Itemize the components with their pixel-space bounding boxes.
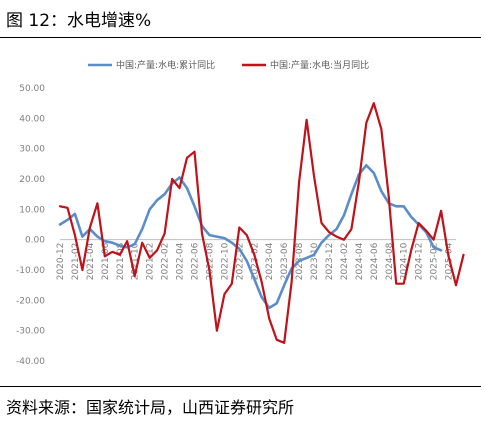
x-tick-label: 2024-08 [385,242,395,280]
x-tick-label: 2024-06 [370,242,380,280]
x-tick-label: 2023-04 [265,242,275,280]
legend-label-cumulative-yoy: 中国:产量:水电:累计同比 [116,59,215,71]
x-tick-label: 2021-04 [86,242,96,280]
y-tick-label: 30.00 [19,145,45,155]
x-tick-label: 2023-12 [325,243,335,281]
title-rule [0,37,481,38]
y-tick-label: -40.00 [16,357,45,367]
x-tick-label: 2021-02 [71,243,81,281]
legend-label-monthly-yoy: 中国:产量:水电:当月同比 [270,59,369,71]
x-tick-label: 2021-06 [101,242,111,280]
x-tick-label: 2023-10 [310,242,320,280]
y-tick-label: 0.00 [25,236,45,246]
x-tick-label: 2022-06 [190,242,200,280]
x-tick-label: 2024-10 [400,242,410,280]
x-tick-label: 2025-02 [430,243,440,281]
series-line-cumulative-yoy [58,164,443,310]
x-tick-label: 2022-04 [176,242,186,280]
y-tick-label: 10.00 [19,205,45,215]
y-tick-label: 20.00 [19,175,45,185]
x-tick-label: 2022-08 [205,242,215,280]
y-tick-label: -10.00 [16,266,45,276]
x-tick-label: 2023-06 [280,242,290,280]
y-axis: 50.00 40.00 30.00 20.00 10.00 0.00 -10.00 -20.0… [16,84,45,367]
x-tick-label: 2022-02 [161,243,171,281]
figure-title: 图 12：水电增速% [6,11,152,31]
x-tick-label: 2022-12 [235,243,245,281]
x-tick-label: 2022-10 [220,242,230,280]
series-line-monthly-yoy [58,102,465,344]
x-tick-label: 2021-12 [146,243,156,281]
figure-source: 资料来源：国家统计局，山西证券研究所 [6,398,295,417]
x-tick-label: 2020-12 [56,243,66,281]
y-tick-label: -30.00 [16,327,45,337]
x-tick-label: 2024-04 [355,242,365,280]
source-rule [0,386,481,387]
x-tick-label: 2021-10 [131,242,141,280]
x-tick-label: 2024-12 [415,243,425,281]
y-tick-label: 50.00 [19,84,45,94]
y-tick-label: 40.00 [19,114,45,124]
x-tick-label: 2021-08 [116,242,126,280]
y-tick-label: -20.00 [16,296,45,306]
hydropower-growth-chart: 中国:产量:水电:累计同比 中国:产量:水电:当月同比 50.00 40.00 30.… [16,59,465,367]
series-lines [58,102,465,344]
x-tick-label: 2024-02 [340,243,350,281]
chart-legend: 中国:产量:水电:累计同比 中国:产量:水电:当月同比 [88,59,369,71]
